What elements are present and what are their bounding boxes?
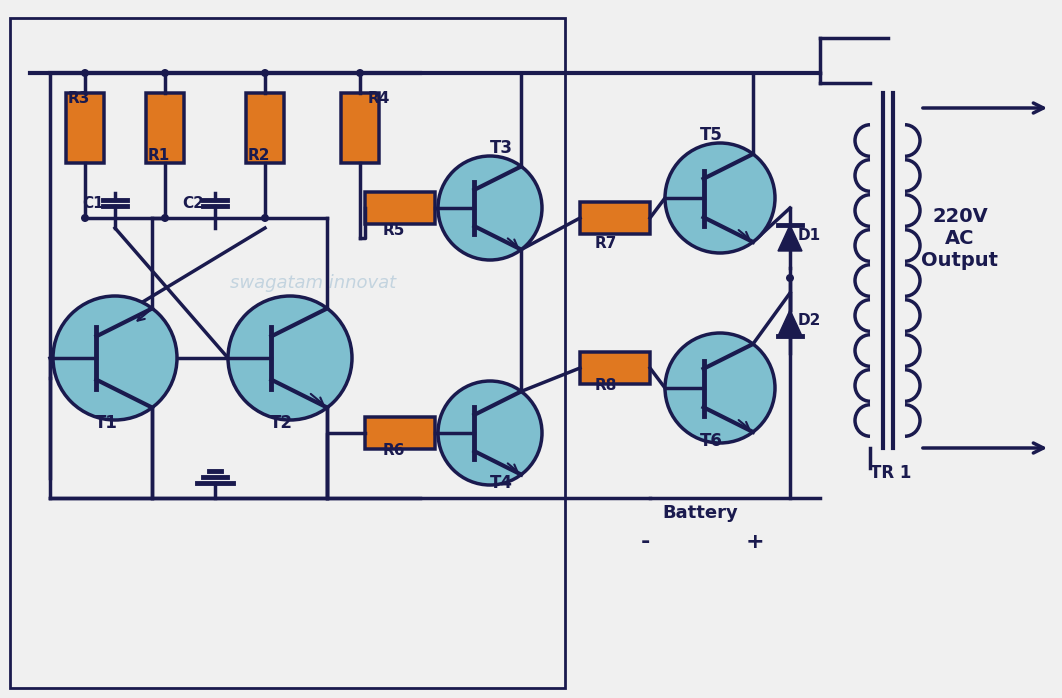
Text: R3: R3 [68, 91, 90, 106]
Circle shape [161, 214, 169, 222]
Text: +: + [746, 532, 765, 552]
Text: R6: R6 [383, 443, 406, 458]
Circle shape [438, 381, 542, 485]
Text: D1: D1 [798, 228, 821, 243]
Text: T3: T3 [490, 139, 513, 157]
Circle shape [53, 296, 177, 420]
Text: T1: T1 [95, 414, 118, 432]
Circle shape [786, 274, 794, 282]
Text: T5: T5 [700, 126, 723, 144]
Text: R4: R4 [369, 91, 391, 106]
Text: Battery: Battery [662, 504, 738, 522]
Text: R7: R7 [595, 236, 617, 251]
Text: D2: D2 [798, 313, 821, 328]
FancyBboxPatch shape [365, 192, 435, 224]
Circle shape [161, 69, 169, 77]
Text: T6: T6 [700, 432, 723, 450]
Circle shape [438, 156, 542, 260]
Text: T4: T4 [490, 474, 513, 492]
FancyBboxPatch shape [145, 93, 184, 163]
Circle shape [665, 333, 775, 443]
Circle shape [261, 69, 269, 77]
Text: TR 1: TR 1 [870, 464, 911, 482]
Polygon shape [778, 225, 802, 251]
Bar [10, 18, 565, 688]
FancyBboxPatch shape [580, 352, 650, 384]
Text: -: - [640, 532, 650, 552]
FancyBboxPatch shape [365, 417, 435, 449]
FancyBboxPatch shape [246, 93, 284, 163]
Text: swagatam innovat: swagatam innovat [230, 274, 396, 292]
Circle shape [261, 214, 269, 222]
Circle shape [81, 69, 89, 77]
Text: R1: R1 [148, 148, 170, 163]
FancyBboxPatch shape [66, 93, 104, 163]
Text: 220V
AC
Output: 220V AC Output [922, 207, 998, 269]
Circle shape [81, 214, 89, 222]
Text: R8: R8 [595, 378, 617, 393]
FancyBboxPatch shape [341, 93, 379, 163]
Polygon shape [778, 310, 802, 336]
Circle shape [356, 69, 364, 77]
Text: C2: C2 [182, 196, 204, 211]
Circle shape [228, 296, 352, 420]
FancyBboxPatch shape [580, 202, 650, 234]
Text: R2: R2 [249, 148, 271, 163]
Text: T2: T2 [270, 414, 293, 432]
Text: R5: R5 [383, 223, 406, 238]
Text: C1: C1 [82, 196, 104, 211]
Circle shape [665, 143, 775, 253]
